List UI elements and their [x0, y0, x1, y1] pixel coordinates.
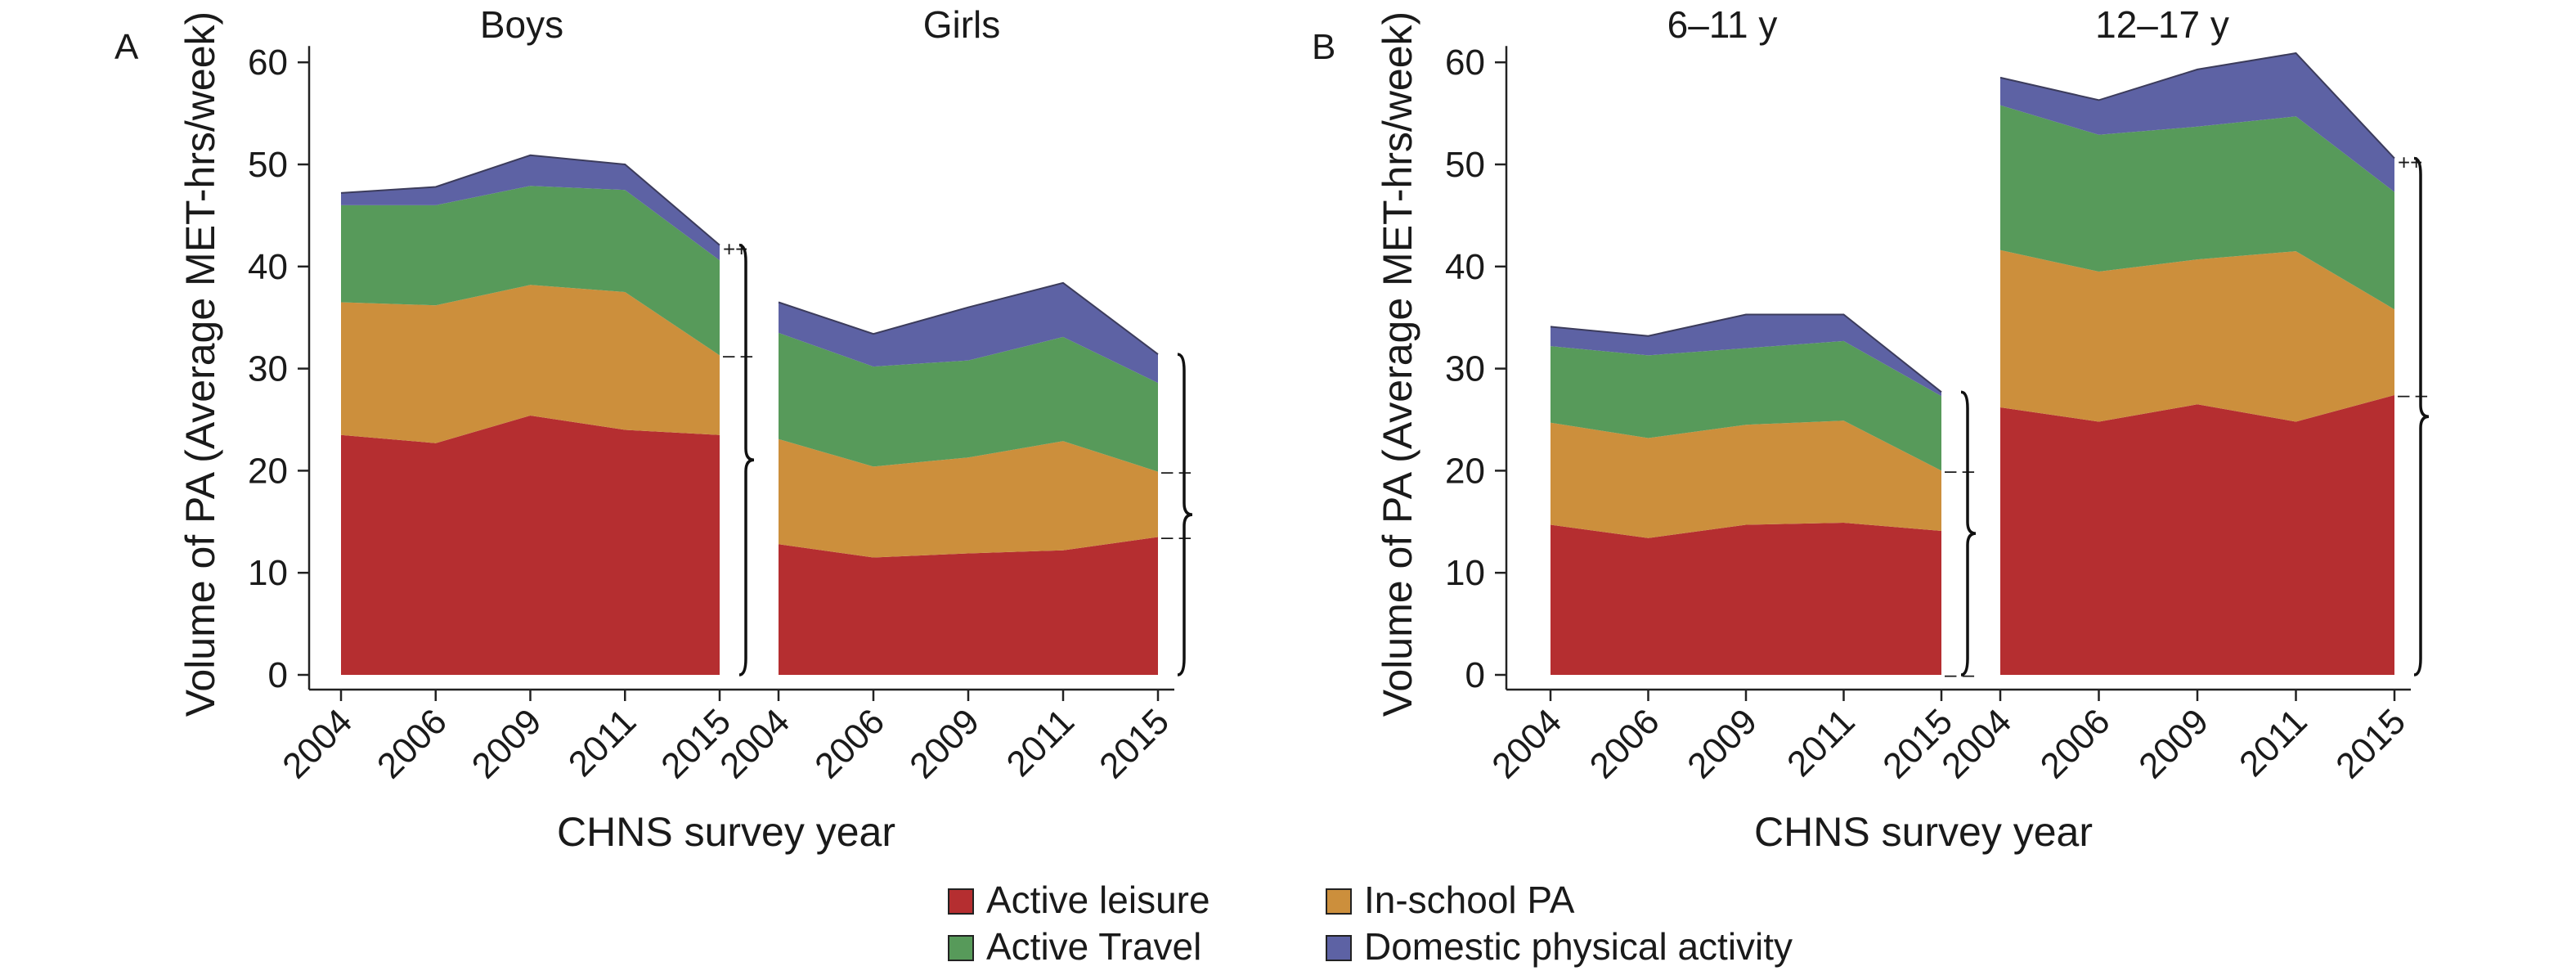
panel-a-boys-area-active-leisure: [341, 416, 720, 675]
legend-swatch-domestic-physical-activity: [1326, 935, 1352, 961]
panel-a-group-title-girls: Girls: [923, 3, 1001, 46]
panel-b-y-tick-label-40: 40: [1445, 247, 1485, 287]
panel-a-boys-stack-outline: [340, 154, 720, 246]
panel-b-6-11-y-area-active-travel: [1551, 340, 1941, 471]
panel-a-girls-x-tick-label-2004: 2004: [712, 701, 797, 786]
legend: Active leisure In-school PA Active Trave…: [948, 879, 1793, 968]
panel-b-12-17-y-x-tick-label-2004: 2004: [1934, 701, 2019, 786]
legend-label-active-leisure: Active leisure: [986, 879, 1210, 921]
panel-b-y-tick-label-0: 0: [1465, 655, 1485, 695]
panel-a-y-axis-label: Volume of PA (Average MET-hrs/week): [177, 11, 223, 717]
panel-b-6-11-y-area-domestic-physical-activity: [1551, 314, 1941, 397]
legend-swatch-active-travel: [948, 935, 974, 961]
legend-item-active-travel: Active Travel: [948, 925, 1201, 968]
panel-a-boys-x-tick-label-2004: 2004: [275, 701, 360, 786]
panel-b-6-11-y-brace: [1960, 390, 1977, 677]
panel-a-boys-x-tick-label-2009: 2009: [464, 701, 550, 786]
panel-b-6-11-y-area-active-leisure: [1551, 523, 1941, 675]
panel-a-girls-area-in-school-pa: [779, 438, 1158, 558]
panel-a-y-tick-label-10: 10: [248, 553, 288, 593]
panel-b-y-tick-label-30: 30: [1445, 349, 1485, 389]
panel-a-boys-sig-mark-active-travel: – –: [723, 342, 753, 366]
panel-b-6-11-y-x-tick-label-2004: 2004: [1484, 701, 1569, 786]
panel-b-y-tick-label-60: 60: [1445, 43, 1485, 83]
panel-b-12-17-y-x-tick-label-2006: 2006: [2033, 701, 2118, 786]
panel-b-6-11-y-area-in-school-pa: [1551, 420, 1941, 538]
panel-b-group-title-6-11: 6–11 y: [1667, 3, 1778, 46]
panel-a-girls-x-tick-label-2009: 2009: [902, 701, 987, 786]
legend-item-active-leisure: Active leisure: [948, 879, 1210, 921]
legend-item-domestic-physical-activity: Domestic physical activity: [1326, 925, 1793, 968]
panel-a-boys-x-tick-label-2011: 2011: [561, 701, 644, 784]
legend-swatch-in-school-pa: [1326, 888, 1352, 915]
panel-a-boys-x-tick-label-2006: 2006: [370, 701, 455, 786]
panel-b-6-11-y-x-tick-label-2011: 2011: [1779, 701, 1863, 784]
panel-b-6-11-y-sig-mark-active-travel: – –: [1945, 457, 1975, 482]
legend-item-in-school-pa: In-school PA: [1326, 879, 1575, 921]
panel-b-group-title-12-17: 12–17 y: [2095, 3, 2229, 46]
panel-b-6-11-y-stack-outline: [1550, 313, 1942, 393]
panel-b-y-tick-label-50: 50: [1445, 145, 1485, 185]
panel-b-y-axis-label: Volume of PA (Average MET-hrs/week): [1375, 11, 1420, 717]
panel-a-boys-area-active-travel: [341, 186, 720, 356]
panel-b-6-11-y-sig-mark-active-leisure: – –: [1945, 662, 1975, 686]
panel-a-girls-area-active-travel: [779, 332, 1158, 472]
panel-a-y-tick-label-20: 20: [248, 451, 288, 491]
panel-a-y-tick-label-40: 40: [248, 247, 288, 287]
panel-b-12-17-y-x-tick-label-2009: 2009: [2131, 701, 2216, 786]
panel-b-12-17-y-stack-outline: [1999, 52, 2395, 160]
panel-b-6-11-y-x-tick-label-2006: 2006: [1582, 701, 1667, 786]
panel-b-12-17-y-x-tick-label-2015: 2015: [2328, 701, 2413, 786]
panel-a-girls-sig-mark-active-travel: – –: [1161, 459, 1192, 483]
panel-a-x-axis-label: CHNS survey year: [557, 809, 895, 855]
panel-a-girls-x-tick-label-2006: 2006: [807, 701, 892, 786]
legend-label-in-school-pa: In-school PA: [1364, 879, 1575, 921]
panel-a-y-tick-label-30: 30: [248, 349, 288, 389]
panel-b-12-17-y-brace: [2413, 156, 2430, 677]
panel-a-letter: A: [114, 27, 139, 67]
panel-a-girls-sig-mark-in-school-pa: – –: [1161, 524, 1192, 549]
panel-a-group-title-boys: Boys: [480, 3, 563, 46]
panel-b-letter: B: [1312, 27, 1335, 67]
panel-a-boys-area-domestic-physical-activity: [341, 155, 720, 261]
panel-a-y-tick-label-0: 0: [268, 655, 288, 695]
panel-a-boys-area-in-school-pa: [341, 285, 720, 443]
panel-a-girls-x-tick-label-2015: 2015: [1092, 701, 1177, 786]
panel-a: A Boys Girls Volume of PA (Average MET-h…: [114, 3, 1193, 855]
panel-b-12-17-y-area-active-leisure: [2000, 395, 2394, 675]
panel-a-girls-area-active-leisure: [779, 537, 1158, 675]
panel-a-girls-x-tick-label-2011: 2011: [999, 701, 1083, 784]
panel-a-girls-area-domestic-physical-activity: [779, 282, 1158, 384]
panel-b-12-17-y-area-active-travel: [2000, 105, 2394, 310]
panel-b-12-17-y-sig-mark-in-school-pa: – –: [2398, 382, 2428, 407]
panel-a-y-tick-label-50: 50: [248, 145, 288, 185]
panel-b-y-tick-label-10: 10: [1445, 553, 1485, 593]
legend-swatch-active-leisure: [948, 888, 974, 915]
panel-a-girls-stack-outline: [778, 281, 1159, 355]
panel-a-girls-brace: [1177, 353, 1193, 677]
panel-b-x-axis-label: CHNS survey year: [1754, 809, 2093, 855]
panel-b-6-11-y-x-tick-label-2009: 2009: [1680, 701, 1765, 786]
panel-b-12-17-y-area-in-school-pa: [2000, 249, 2394, 422]
legend-label-active-travel: Active Travel: [986, 925, 1201, 968]
panel-b-12-17-y-area-domestic-physical-activity: [2000, 53, 2394, 192]
legend-label-domestic-physical-activity: Domestic physical activity: [1364, 925, 1793, 968]
panel-b: B 6–11 y 12–17 y Volume of PA (Average M…: [1312, 3, 2430, 855]
panel-b-12-17-y-x-tick-label-2011: 2011: [2232, 701, 2315, 784]
panel-b-y-tick-label-20: 20: [1445, 451, 1485, 491]
panel-a-y-tick-label-60: 60: [248, 43, 288, 83]
panel-a-boys-brace: [738, 243, 755, 677]
